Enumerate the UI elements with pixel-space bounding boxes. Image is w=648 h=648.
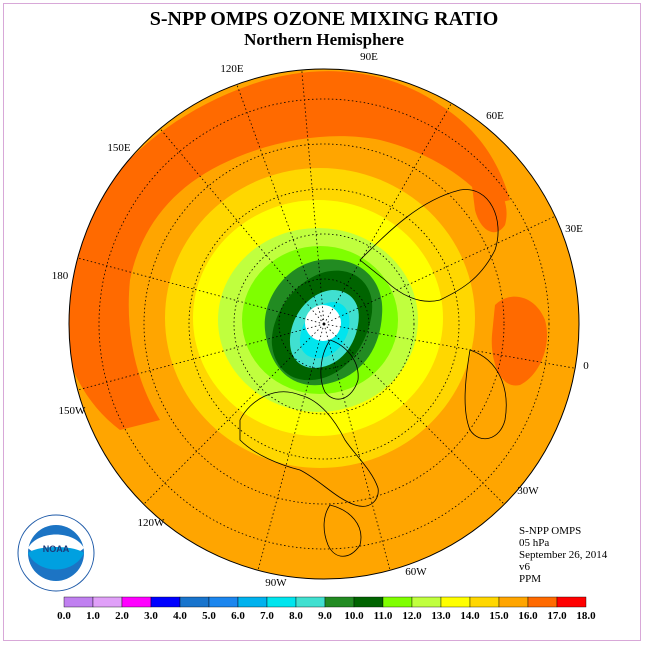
colorbar-tick-label: 11.0 — [374, 610, 393, 622]
lat-circle-70 — [233, 233, 415, 415]
lat-circle-50 — [143, 143, 505, 505]
colorbar-swatch — [63, 596, 94, 608]
meridian-line — [323, 215, 556, 325]
field-band-northeast — [470, 170, 507, 233]
info-level: 05 hPa — [519, 537, 550, 549]
page-frame — [3, 3, 641, 641]
meridian-line — [236, 84, 325, 325]
colorbar-swatch — [266, 596, 297, 608]
meridian-line — [301, 69, 325, 325]
colorbar-tick-label: 16.0 — [518, 610, 538, 622]
meridian-line — [323, 102, 452, 325]
noaa-logo: NOAA — [17, 514, 95, 592]
longitude-label: 30E — [565, 223, 583, 235]
longitude-label: 0 — [583, 360, 589, 372]
colorbar-swatch — [469, 596, 500, 608]
colorbar-tick-label: 3.0 — [144, 610, 158, 622]
colorbar-swatch — [382, 596, 413, 608]
colorbar-swatch — [179, 596, 210, 608]
meridian-line — [257, 323, 325, 571]
longitude-label: 150E — [107, 142, 131, 154]
colorbar-tick-label: 8.0 — [289, 610, 303, 622]
meridian-line — [77, 323, 325, 391]
longitude-label: 60W — [405, 566, 427, 578]
colorbar-tick-label: 4.0 — [173, 610, 187, 622]
meridian-line — [323, 323, 576, 369]
info-version: v6 — [519, 561, 530, 573]
info-date: September 26, 2014 — [519, 549, 608, 561]
colorbar-tick-label: 10.0 — [344, 610, 364, 622]
meridian-line — [323, 323, 505, 505]
colorbar-swatch — [527, 596, 558, 608]
colorbar-tick-label: 5.0 — [202, 610, 216, 622]
longitude-label: 60E — [486, 110, 504, 122]
colorbar-tick-label: 12.0 — [402, 610, 422, 622]
colorbar-swatch — [440, 596, 471, 608]
colorbar-tick-label: 9.0 — [318, 610, 332, 622]
colorbar-tick-label: 13.0 — [431, 610, 451, 622]
longitude-label: 120E — [220, 63, 244, 75]
colorbar-tick-label: 17.0 — [547, 610, 567, 622]
longitude-label: 120W — [138, 517, 166, 529]
colorbar-tick-label: 6.0 — [231, 610, 245, 622]
longitude-label: 90E — [360, 51, 378, 63]
longitude-label: 150W — [59, 405, 87, 417]
coast-africa — [464, 349, 507, 440]
longitude-labels: 90E 60E 30E 0 30W 60W 90W 120W 150W 180 150E 120E — [52, 51, 590, 589]
coast-eurasia — [359, 189, 499, 302]
colorbar-tick-label: 14.0 — [460, 610, 480, 622]
longitude-label: 30W — [517, 485, 539, 497]
colorbar-tick-label: 1.0 — [86, 610, 100, 622]
coast-south-america — [323, 504, 362, 557]
colorbar-tick-label: 2.0 — [115, 610, 129, 622]
colorbar-swatch — [208, 596, 239, 608]
colorbar-swatch — [150, 596, 181, 608]
meridian-line — [143, 323, 325, 505]
map-outline — [68, 68, 580, 580]
colorbar-swatch — [237, 596, 268, 608]
coast-greenland — [320, 339, 359, 400]
colorbar: 0.0 1.0 2.0 3.0 4.0 5.0 6.0 7.0 8.0 9.0 10.0 11.0 12… — [57, 596, 596, 622]
coast-north-america — [239, 391, 379, 507]
info-units: PPM — [519, 573, 542, 585]
colorbar-swatch — [353, 596, 384, 608]
field-band-north-arc — [69, 71, 510, 430]
colorbar-swatch — [92, 596, 123, 608]
lat-circle-60 — [188, 188, 460, 460]
field-band-east-blob — [491, 296, 548, 386]
noaa-logo-text: NOAA — [43, 544, 70, 554]
colorbar-tick-label: 18.0 — [576, 610, 596, 622]
meridian-line — [77, 257, 325, 325]
colorbar-tick-label: 0.0 — [57, 610, 71, 622]
colorbar-tick-label: 7.0 — [260, 610, 274, 622]
longitude-label: 180 — [52, 270, 69, 282]
colorbar-swatch — [498, 596, 529, 608]
info-instrument: S-NPP OMPS — [519, 525, 582, 537]
meridian-lines — [77, 69, 576, 571]
meridian-line — [323, 323, 391, 571]
page-title: S-NPP OMPS OZONE MIXING RATIO — [149, 8, 499, 30]
lat-circle-80 — [278, 278, 370, 370]
longitude-label: 90W — [265, 577, 287, 589]
colorbar-tick-label: 15.0 — [489, 610, 509, 622]
ozone-field — [69, 69, 579, 579]
colorbar-swatch — [295, 596, 326, 608]
colorbar-swatch — [556, 596, 587, 608]
colorbar-swatch — [411, 596, 442, 608]
noaa-logo-lower — [28, 547, 84, 570]
page-subtitle: Northern Hemisphere — [244, 30, 404, 49]
latitude-circles — [98, 98, 550, 550]
lat-circle-40 — [98, 98, 550, 550]
coastlines — [239, 189, 507, 557]
colorbar-swatch — [324, 596, 355, 608]
meridian-line — [159, 128, 325, 325]
colorbar-swatch — [121, 596, 152, 608]
